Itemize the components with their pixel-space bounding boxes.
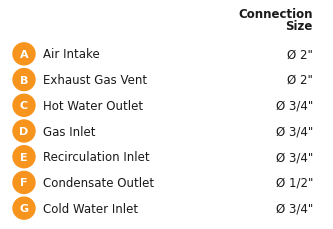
Text: Air Intake: Air Intake	[43, 48, 100, 61]
Text: B: B	[20, 75, 28, 85]
Circle shape	[13, 172, 35, 194]
Text: Exhaust Gas Vent: Exhaust Gas Vent	[43, 74, 147, 87]
Text: E: E	[20, 152, 28, 162]
Text: F: F	[20, 178, 28, 188]
Text: Ø 2": Ø 2"	[287, 48, 313, 61]
Text: Recirculation Inlet: Recirculation Inlet	[43, 150, 150, 164]
Circle shape	[13, 44, 35, 65]
Text: Ø 3/4": Ø 3/4"	[276, 202, 313, 215]
Text: Connection: Connection	[238, 8, 313, 21]
Text: Condensate Outlet: Condensate Outlet	[43, 176, 154, 189]
Text: Size: Size	[286, 20, 313, 33]
Text: D: D	[19, 126, 29, 136]
Text: G: G	[19, 203, 29, 213]
Circle shape	[13, 197, 35, 219]
Text: Ø 3/4": Ø 3/4"	[276, 99, 313, 112]
Text: Hot Water Outlet: Hot Water Outlet	[43, 99, 143, 112]
Text: Gas Inlet: Gas Inlet	[43, 125, 96, 138]
Text: Ø 3/4": Ø 3/4"	[276, 150, 313, 164]
Text: Cold Water Inlet: Cold Water Inlet	[43, 202, 138, 215]
Text: C: C	[20, 101, 28, 111]
Circle shape	[13, 120, 35, 142]
Text: Ø 1/2": Ø 1/2"	[276, 176, 313, 189]
Text: Ø 2": Ø 2"	[287, 74, 313, 87]
Text: A: A	[20, 50, 28, 60]
Circle shape	[13, 95, 35, 117]
Circle shape	[13, 69, 35, 91]
Text: Ø 3/4": Ø 3/4"	[276, 125, 313, 138]
Circle shape	[13, 146, 35, 168]
